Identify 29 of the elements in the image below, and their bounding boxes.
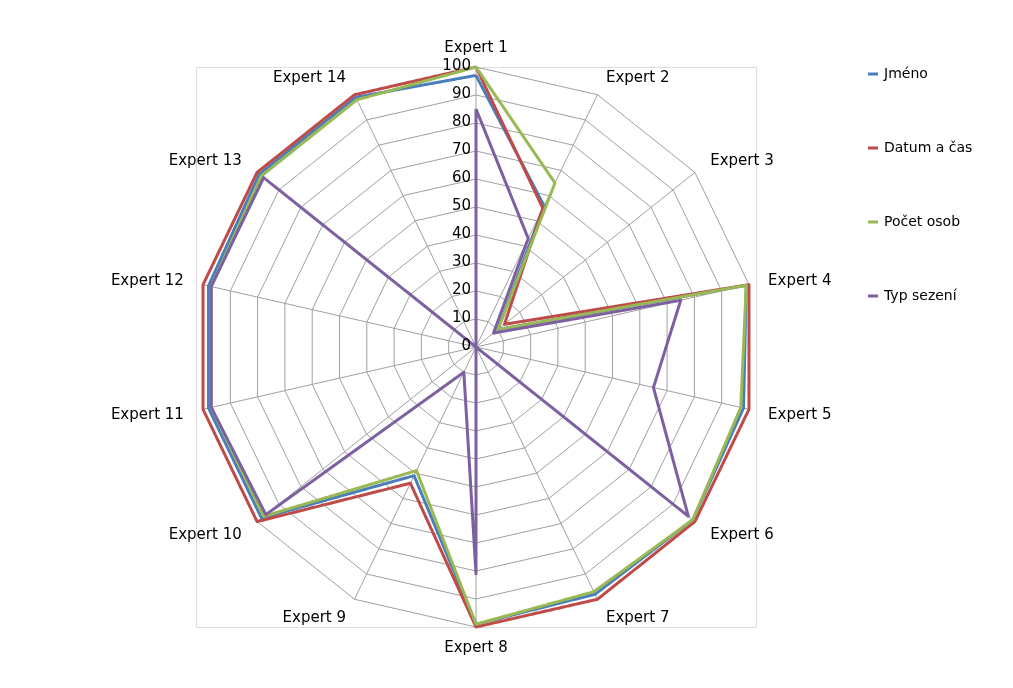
y-tick-label: 0: [461, 336, 471, 354]
spoke-label: Expert 2: [605, 68, 670, 87]
legend-label: Datum a čas: [884, 139, 973, 155]
spoke-label: Expert 9: [282, 607, 347, 626]
y-tick-label: 90: [451, 84, 471, 102]
y-tick-label: 50: [451, 196, 471, 214]
spoke-label: Expert 7: [605, 607, 670, 626]
y-tick-label: 40: [451, 224, 471, 242]
legend-label: Počet osob: [884, 213, 961, 229]
y-tick-label: 60: [451, 168, 471, 186]
spoke-label: Expert 4: [768, 271, 832, 290]
spoke-label: Expert 8: [444, 637, 508, 656]
spoke-label: Expert 12: [110, 271, 184, 290]
spoke-label: Expert 10: [168, 524, 242, 543]
y-tick-label: 100: [442, 56, 471, 74]
spoke-label: Expert 6: [710, 524, 774, 543]
y-tick-label: 70: [451, 140, 471, 158]
spoke-label: Expert 3: [710, 151, 774, 170]
y-tick-label: 30: [451, 252, 471, 270]
y-tick-label: 10: [451, 308, 471, 326]
legend-label: Typ sezení: [883, 287, 958, 303]
spoke-label: Expert 11: [110, 404, 184, 423]
spoke-label: Expert 1: [444, 38, 508, 57]
y-tick-label: 80: [451, 112, 471, 130]
spoke-label: Expert 13: [168, 151, 242, 170]
y-tick-label: 20: [451, 280, 471, 298]
spoke-label: Expert 14: [272, 68, 347, 87]
spoke-label: Expert 5: [768, 404, 832, 423]
legend-label: Jméno: [883, 65, 928, 81]
